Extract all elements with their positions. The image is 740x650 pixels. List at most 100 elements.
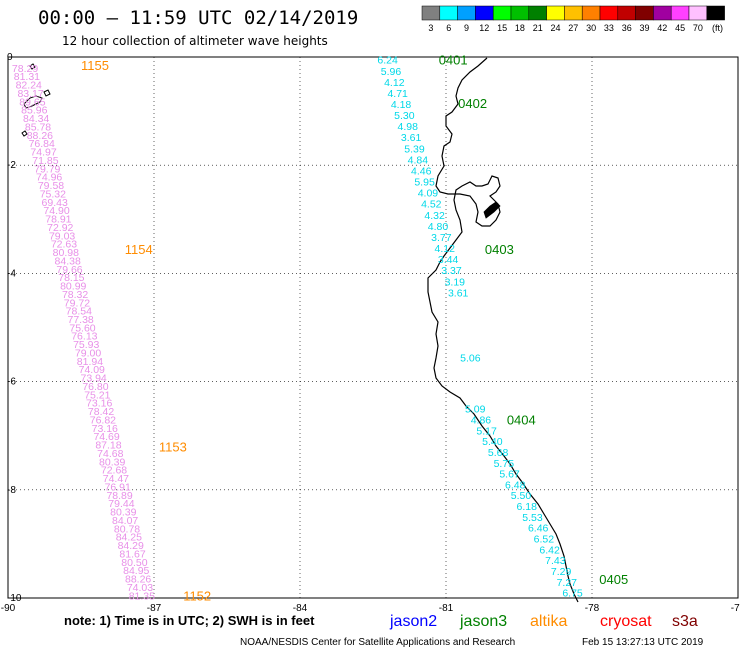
- colorbar-tick-label: 6: [446, 23, 451, 33]
- wave-height-value: 79.72: [64, 297, 90, 309]
- wave-height-value: 76.91: [105, 481, 131, 493]
- wave-height-value: 4.18: [391, 99, 412, 111]
- wave-height-value: 4.32: [424, 210, 445, 222]
- wave-height-value: 74.09: [79, 364, 105, 376]
- satellite-legend-cryosat: cryosat: [600, 613, 652, 630]
- wave-height-value: 79.44: [108, 498, 134, 510]
- wave-height-value: 72.63: [51, 239, 77, 251]
- wave-height-value: 80.78: [114, 523, 140, 535]
- pass-number-label: 0403: [485, 242, 514, 257]
- wave-height-value: 79.03: [49, 230, 75, 242]
- colorbar-swatch: [706, 5, 725, 21]
- wave-height-value: 72.68: [101, 465, 127, 477]
- colorbar-tick-label: 9: [464, 23, 469, 33]
- longitude-tick-label: -78: [585, 603, 600, 614]
- latitude-tick-label: -8: [7, 485, 16, 496]
- colorbar-tick-label: 33: [604, 23, 614, 33]
- map-border: [7, 56, 739, 599]
- colorbar-tick-label: 45: [675, 23, 685, 33]
- wave-height-value: 74.97: [30, 147, 56, 159]
- wave-height-value: 5.75: [494, 458, 515, 470]
- wave-height-value: 81.67: [119, 548, 145, 560]
- map-gridlines: [8, 57, 738, 598]
- colorbar-legend: 3 6 9 12 15 18 21 24 27 30 33 36 39 42 45 70: [421, 5, 725, 33]
- colorbar-swatch: [439, 5, 458, 21]
- wave-height-value: 76.84: [29, 138, 55, 150]
- wave-height-value: 6.75: [562, 588, 583, 600]
- longitude-tick-label: -90: [1, 603, 16, 614]
- wave-height-value: 4.71: [387, 88, 408, 100]
- colorbar-swatch: [670, 5, 690, 21]
- wave-height-value: 5.30: [394, 110, 415, 122]
- wave-height-value: 76.80: [82, 381, 108, 393]
- wave-height-value: 74.47: [103, 473, 129, 485]
- latitude-tick-label: -2: [7, 160, 16, 171]
- wave-height-value: 5.39: [404, 143, 425, 155]
- colorbar-tick-label: 15: [497, 23, 507, 33]
- satellite-legend-altika: altika: [530, 613, 567, 630]
- wave-height-value: 73.16: [92, 423, 118, 435]
- satellite-legend-s3a: s3a: [672, 613, 698, 630]
- colorbar-tick-label: 18: [515, 23, 525, 33]
- longitude-tick-label: -81: [439, 603, 454, 614]
- latitude-tick-label: -4: [7, 268, 16, 279]
- wave-height-value: 88.26: [125, 574, 151, 586]
- wave-height-value: 84.95: [123, 565, 149, 577]
- coastline: [21, 57, 579, 603]
- wave-height-value: 78.15: [58, 272, 84, 284]
- wave-height-value: 78.54: [66, 306, 92, 318]
- wave-height-value: 5.67: [499, 469, 520, 481]
- generated-timestamp: Feb 15 13:27:13 UTC 2019: [582, 637, 704, 648]
- wave-height-value: 6.24: [377, 55, 398, 67]
- longitude-tick-label: -87: [147, 603, 162, 614]
- wave-height-value: 85.96: [21, 105, 47, 117]
- colorbar-tick-label: 21: [533, 23, 543, 33]
- satellite-legend-jason3: jason3: [459, 613, 507, 630]
- wave-height-value: 4.86: [471, 414, 492, 426]
- wave-height-value: 4.12: [435, 243, 456, 255]
- wave-height-value: 5.50: [511, 490, 532, 502]
- wave-height-value: 7.29: [551, 566, 572, 578]
- wave-height-value: 5.95: [414, 177, 435, 189]
- colorbar-swatch: [421, 5, 441, 21]
- colorbar-swatch: [510, 5, 530, 21]
- wave-height-value: 5.96: [381, 66, 402, 78]
- wave-height-value: 78.29: [12, 63, 38, 75]
- wave-height-value: 5.40: [482, 436, 503, 448]
- wave-height-value: 78.91: [45, 214, 71, 226]
- satellite-legend-jason2: jason2: [389, 613, 437, 630]
- wave-height-value: 76.82: [90, 414, 116, 426]
- wave-height-value: 81.35: [129, 590, 155, 602]
- map-subtitle: 12 hour collection of altimeter wave hei…: [62, 34, 328, 48]
- wave-height-value: 5.53: [522, 512, 543, 524]
- wave-height-value: 75.93: [73, 339, 99, 351]
- wave-height-value: 73.16: [86, 398, 112, 410]
- colorbar-tick-label: 3: [428, 23, 433, 33]
- wave-height-value: 79.79: [34, 163, 60, 175]
- wave-height-value: 4.46: [411, 165, 432, 177]
- pass-number-label: 0402: [458, 96, 487, 111]
- wave-height-value: 75.32: [40, 188, 66, 200]
- pass-number-label: 1153: [159, 440, 187, 455]
- wave-height-value: 80.39: [99, 456, 125, 468]
- wave-height-value: 6.52: [534, 533, 555, 545]
- wave-height-value: 4.98: [398, 121, 419, 133]
- wave-height-value: 74.69: [93, 431, 119, 443]
- wave-height-value: 80.50: [121, 557, 147, 569]
- wave-height-value: 84.29: [118, 540, 144, 552]
- colorbar-swatch: [457, 5, 476, 21]
- wave-height-value: 80.98: [53, 247, 79, 259]
- wave-height-value: 3.61: [401, 132, 422, 144]
- wave-height-value: 74.68: [97, 448, 123, 460]
- colorbar-swatch: [564, 5, 583, 21]
- wave-height-value: 76.13: [71, 331, 97, 343]
- latitude-tick-label: -6: [7, 377, 16, 388]
- wave-height-value: 83.17: [17, 88, 43, 100]
- wave-height-value: 6.46: [528, 523, 549, 535]
- pass-number-label: 1152: [183, 588, 211, 603]
- colorbar-swatch: [617, 5, 636, 21]
- wave-height-value: 79.00: [75, 347, 101, 359]
- wave-height-value: 5.09: [465, 404, 486, 416]
- wave-height-value: 84.25: [116, 532, 142, 544]
